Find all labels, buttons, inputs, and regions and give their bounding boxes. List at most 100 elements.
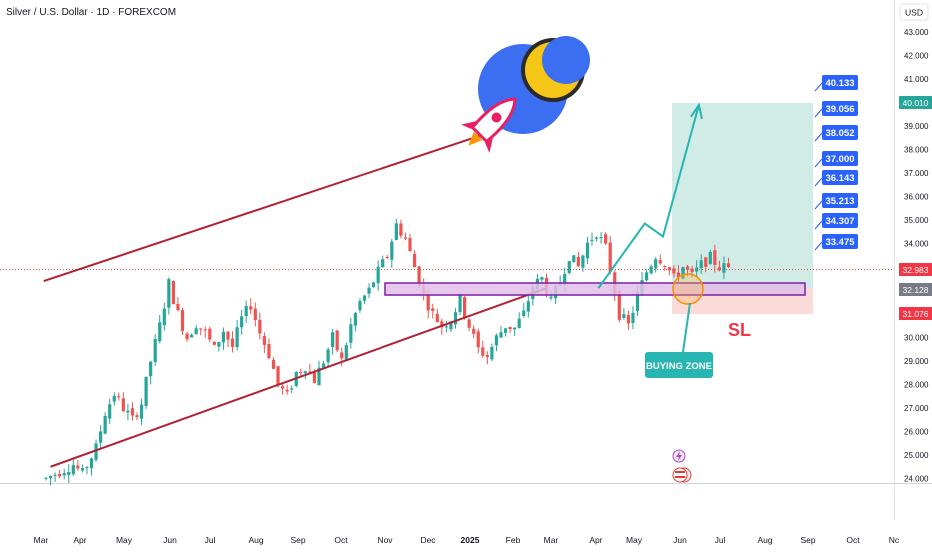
candle-body [48, 476, 53, 479]
target-label-box[interactable] [822, 151, 858, 166]
rocket-icon [461, 97, 517, 153]
candle-body [121, 398, 125, 412]
candle-body [449, 321, 453, 330]
candle-body [317, 367, 321, 386]
price-tick-label: 42.000 [904, 52, 929, 61]
candle-body [645, 272, 649, 281]
candle-body [690, 268, 694, 273]
candle-body [563, 273, 567, 285]
candle-body [444, 326, 448, 328]
candle-body [171, 281, 175, 305]
target-label-box[interactable] [822, 213, 858, 228]
price-tag-stop: 31.076 [899, 307, 932, 320]
candle-body [572, 255, 576, 263]
target-label-box[interactable] [822, 75, 858, 90]
target-label-box[interactable] [822, 193, 858, 208]
candle-body [699, 260, 703, 269]
symbol-title[interactable]: Silver / U.S. Dollar · 1D · FOREXCOM [6, 7, 176, 18]
candle-body [599, 236, 603, 238]
buying-zone-rect[interactable] [384, 282, 806, 296]
time-tick-label: Mar [34, 535, 49, 545]
candle-body [262, 336, 266, 345]
candle-body [203, 329, 207, 331]
candle-body [549, 296, 553, 299]
candle-body [230, 338, 235, 347]
candle-body [417, 266, 421, 286]
lower-channel-line[interactable] [50, 287, 547, 468]
projection-arrow[interactable] [597, 104, 700, 289]
candle-body [321, 363, 326, 368]
candle-body [376, 266, 380, 284]
candle-body [513, 327, 517, 330]
candle-body [685, 266, 690, 270]
candle-body [458, 294, 462, 312]
time-tick-label: Jul [205, 535, 216, 545]
svg-text:31.076: 31.076 [903, 309, 929, 319]
upper-channel-line[interactable] [43, 115, 538, 283]
candle-body [71, 465, 75, 475]
price-tag-mid: 32.128 [899, 283, 932, 296]
currency-button[interactable] [899, 3, 929, 21]
target-ladder: 40.133 39.056 38.052 37.000 36.143 35.213 34.3… [814, 75, 858, 251]
target-box[interactable] [672, 103, 813, 288]
price-tick-label: 26.000 [904, 428, 929, 437]
entry-circle[interactable] [672, 273, 704, 305]
candle-body [663, 265, 667, 267]
us-flag-stripe [675, 476, 685, 478]
target-label-box[interactable] [822, 101, 858, 116]
candle-body [212, 341, 216, 345]
candle-body [467, 319, 471, 328]
candle-body [517, 318, 521, 328]
target-label-box[interactable] [822, 125, 858, 140]
candle-body [372, 282, 376, 287]
candle-body [58, 473, 62, 477]
time-tick-label: Jun [673, 535, 687, 545]
time-tick-label: Nc [889, 535, 900, 545]
candle-body [608, 242, 612, 272]
svg-text:40.010: 40.010 [903, 98, 929, 108]
buying-zone-label-box[interactable] [645, 352, 713, 378]
price-tick-label: 37.000 [904, 169, 929, 178]
candle-body [635, 292, 640, 311]
candle-body [199, 328, 203, 330]
candle-body [290, 388, 294, 390]
target-connector [814, 108, 823, 118]
candle-body [667, 267, 671, 271]
candle-body [53, 474, 57, 476]
price-tag-top: 40.010 [899, 96, 932, 109]
price-tick-label: 28.000 [904, 381, 929, 390]
candle-body [258, 319, 262, 334]
candle-body [335, 330, 339, 351]
time-tick-label: Apr [73, 535, 86, 545]
target-label-box[interactable] [822, 170, 858, 185]
candle-body [249, 306, 253, 310]
price-tick-label: 30.000 [904, 334, 929, 343]
candle-body [394, 223, 398, 240]
candle-body [130, 408, 135, 416]
candle-body [208, 328, 212, 340]
buying-zone-label: BUYING ZONE [646, 361, 712, 372]
candle-body [158, 322, 162, 342]
candle-body [117, 396, 121, 398]
price-tick-label: 36.000 [904, 193, 929, 202]
price-tick-label: 43.000 [904, 28, 929, 37]
candle-body [622, 314, 626, 318]
candle-body [704, 257, 708, 267]
candle-body [508, 326, 512, 330]
candle-body [62, 473, 66, 476]
candle-body [412, 253, 417, 268]
price-tick-label: 24.000 [904, 475, 929, 484]
candle-body [581, 255, 585, 268]
candle-body [408, 238, 412, 252]
candle-body [503, 328, 508, 333]
currency-label: USD [905, 8, 923, 18]
projection-arrow-head [690, 102, 703, 120]
candle-body [681, 267, 685, 279]
stop-loss-label: SL [728, 320, 751, 340]
time-axis[interactable]: Mar Apr May Jun Jul Aug Sep Oct Nov Dec 2025 Feb Mar… [34, 535, 900, 545]
candle-body [399, 223, 403, 236]
candle-body [285, 389, 289, 392]
target-label-box[interactable] [822, 234, 858, 249]
time-tick-label: Aug [757, 535, 772, 545]
